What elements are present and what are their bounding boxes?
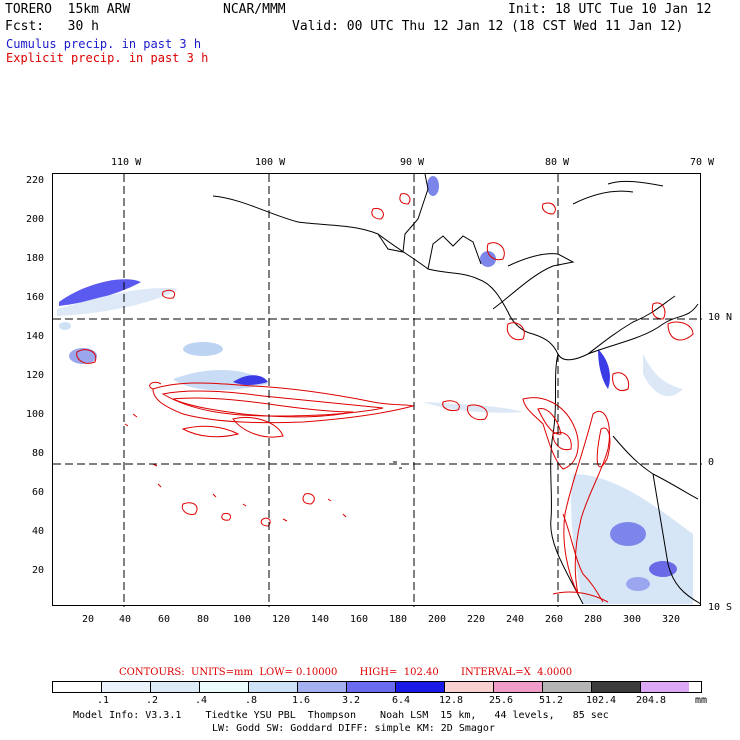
x-tick-label: 160: [350, 614, 369, 625]
colorbar-label: 204.8: [635, 695, 667, 706]
explicit-legend: Explicit precip. in past 3 h: [6, 51, 209, 65]
model-info-line2: LW: Godd SW: Goddard DIFF: simple KM: 2D…: [212, 723, 495, 734]
colorbar-swatch: [542, 681, 591, 693]
x-tick-label: 120: [272, 614, 291, 625]
colorbar-swatch: [444, 681, 493, 693]
colorbar-units: mm: [695, 695, 708, 706]
y-tick-label: 140: [26, 331, 45, 342]
colorbar-swatch: [591, 681, 640, 693]
x-tick-label: 20: [82, 614, 95, 625]
x-tick-label: 140: [311, 614, 330, 625]
cumulus-precip-shading: [57, 176, 693, 604]
colorbar-label: 25.6: [488, 695, 514, 706]
y-tick-label: 200: [26, 214, 45, 225]
lon-label-90w: 90 W: [400, 157, 425, 168]
y-tick-label: 100: [26, 409, 45, 420]
cumulus-legend: Cumulus precip. in past 3 h: [6, 37, 202, 51]
colorbar-swatch: [101, 681, 150, 693]
x-tick-label: 200: [428, 614, 447, 625]
x-tick-label: 100: [233, 614, 252, 625]
lat-label-0: 0: [708, 457, 715, 468]
colorbar-label: 6.4: [391, 695, 411, 706]
colorbar-swatch: [346, 681, 395, 693]
x-tick-label: 220: [467, 614, 486, 625]
colorbar-swatch: [199, 681, 248, 693]
y-tick-label: 20: [32, 565, 45, 576]
y-tick-label: 220: [26, 175, 45, 186]
colorbar-label: .1: [96, 695, 110, 706]
lat-label-10n: 10 N: [708, 312, 733, 323]
y-tick-label: 80: [32, 448, 45, 459]
institution: NCAR/MMM: [223, 2, 286, 17]
lon-label-80w: 80 W: [545, 157, 570, 168]
model-info-line1: Model Info: V3.3.1 Tiedtke YSU PBL Thomp…: [73, 710, 609, 721]
precip-map: [52, 173, 702, 607]
map-canvas: [53, 173, 702, 607]
explicit-precip-contours: [76, 193, 694, 603]
model-name: TORERO 15km ARW: [5, 2, 131, 17]
x-tick-label: 300: [623, 614, 642, 625]
contour-info: CONTOURS: UNITS=mm LOW= 0.10000 HIGH= 10…: [119, 667, 573, 678]
colorbar-swatch: [150, 681, 199, 693]
lat-lon-grid: [53, 174, 702, 607]
y-tick-label: 120: [26, 370, 45, 381]
forecast-hour: Fcst: 30 h: [5, 19, 99, 34]
x-tick-label: 180: [389, 614, 408, 625]
x-tick-label: 320: [662, 614, 681, 625]
y-tick-label: 180: [26, 253, 45, 264]
y-tick-label: 160: [26, 292, 45, 303]
coastlines: [212, 173, 702, 605]
colorbar-swatch: [493, 681, 542, 693]
colorbar-swatch: [395, 681, 444, 693]
colorbar-swatch: [52, 681, 101, 693]
lon-label-100w: 100 W: [255, 157, 286, 168]
x-tick-label: 80: [197, 614, 210, 625]
x-tick-label: 40: [119, 614, 132, 625]
x-tick-label: 240: [506, 614, 525, 625]
valid-time: Valid: 00 UTC Thu 12 Jan 12 (18 CST Wed …: [292, 19, 684, 34]
x-tick-label: 260: [545, 614, 564, 625]
precip-colorbar: [52, 681, 689, 693]
colorbar-label: 51.2: [538, 695, 564, 706]
y-tick-label: 60: [32, 487, 45, 498]
y-tick-label: 40: [32, 526, 45, 537]
lon-label-70w: 70 W: [690, 157, 715, 168]
colorbar-label: 102.4: [585, 695, 617, 706]
colorbar-label: .8: [244, 695, 258, 706]
lon-label-110w: 110 W: [111, 157, 142, 168]
colorbar-label: .2: [145, 695, 159, 706]
colorbar-swatch: [297, 681, 346, 693]
x-tick-label: 280: [584, 614, 603, 625]
colorbar-label: 1.6: [291, 695, 311, 706]
init-time: Init: 18 UTC Tue 10 Jan 12: [508, 2, 712, 17]
colorbar-label: .4: [194, 695, 208, 706]
colorbar-swatch: [248, 681, 297, 693]
colorbar-label: 12.8: [438, 695, 464, 706]
colorbar-swatch: [640, 681, 689, 693]
x-tick-label: 60: [158, 614, 171, 625]
colorbar-label: 3.2: [341, 695, 361, 706]
lat-label-10s: 10 S: [708, 602, 733, 613]
